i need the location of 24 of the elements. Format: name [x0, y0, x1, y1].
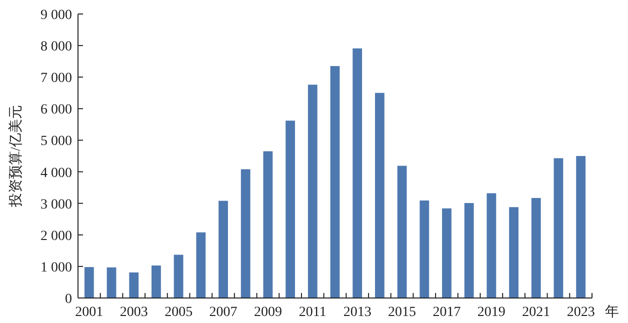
x-tick-label: 2023: [566, 305, 595, 320]
y-tick-label: 9 000: [40, 8, 72, 23]
x-tick-label: 2021: [522, 305, 550, 320]
x-tick-label: 2017: [432, 305, 461, 320]
x-tick-label: 2019: [477, 305, 506, 320]
y-tick-label: 5 000: [40, 134, 72, 150]
y-tick-label: 3 000: [40, 197, 72, 212]
y-tick-label: 0: [65, 292, 72, 307]
y-tick-label: 4 000: [40, 166, 72, 181]
x-axis-title: 年: [605, 304, 619, 320]
x-tick-label: 2015: [388, 305, 416, 320]
x-tick-label: 2009: [254, 305, 282, 320]
y-tick-label: 8 000: [40, 40, 72, 55]
y-axis-title: 投资预算/亿美元: [8, 105, 24, 208]
x-tick-label: 2011: [298, 305, 326, 320]
y-tick-label: 1 000: [40, 260, 72, 276]
x-tick-label: 2001: [75, 305, 104, 320]
x-tick-label: 2005: [164, 305, 193, 320]
x-tick-label: 2007: [209, 305, 238, 320]
x-tick-label: 2003: [120, 305, 148, 320]
y-tick-label: 6 000: [40, 102, 72, 118]
y-tick-label: 7 000: [40, 71, 72, 86]
y-tick-label: 2 000: [40, 228, 72, 244]
x-tick-label: 2013: [343, 305, 372, 320]
